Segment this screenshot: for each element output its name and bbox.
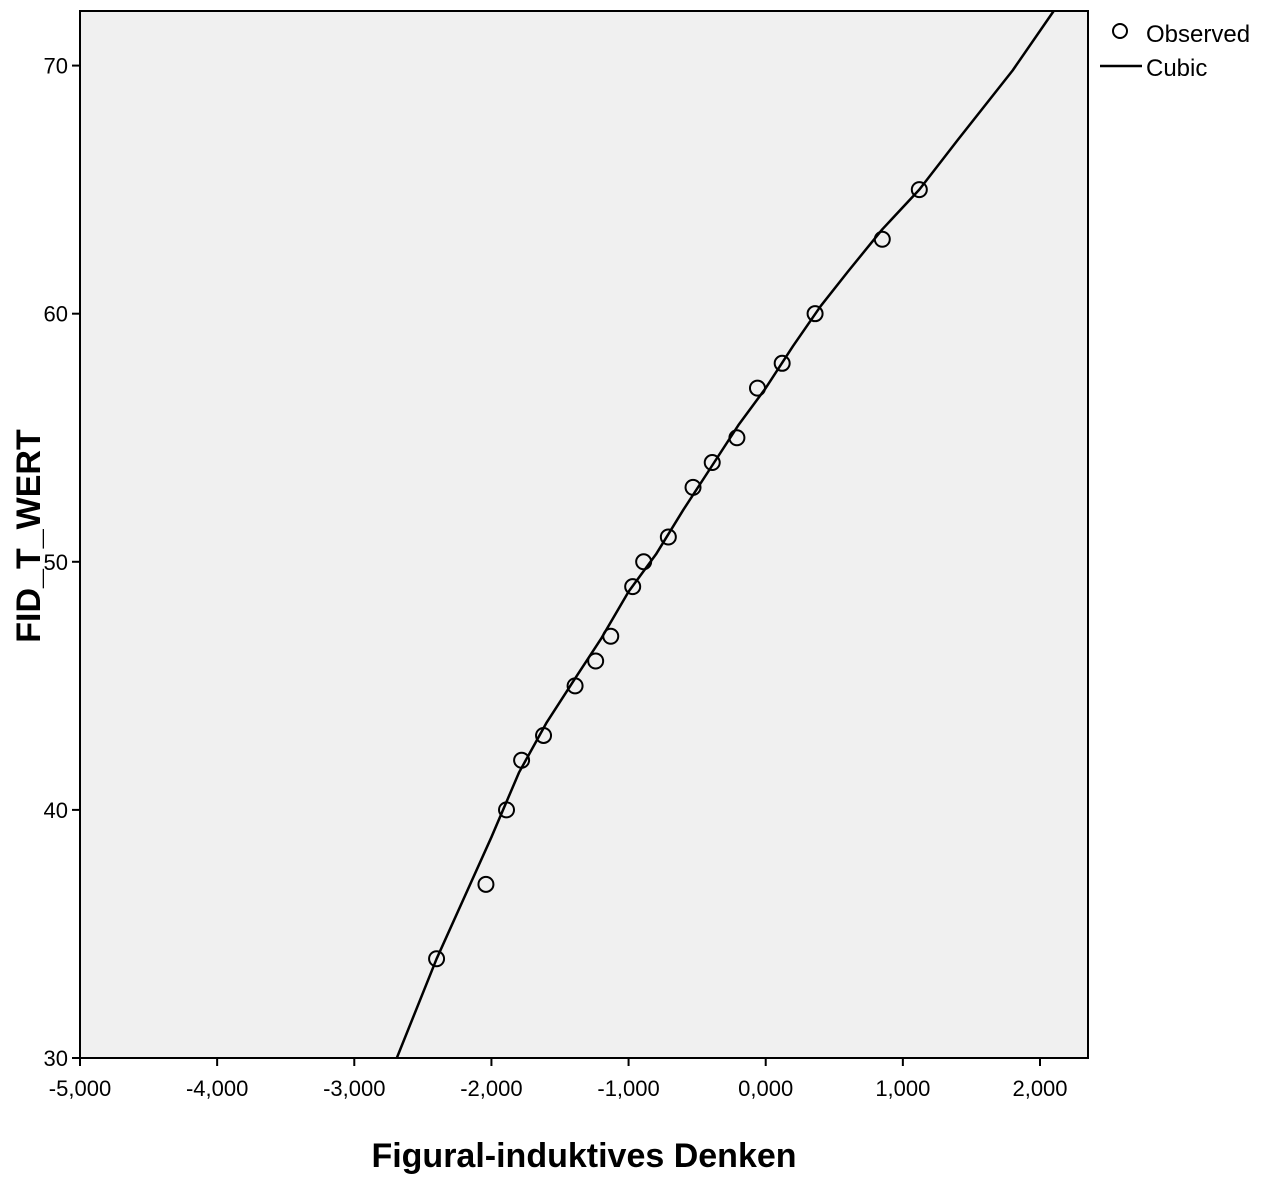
x-tick-label: -2,000 — [460, 1076, 522, 1101]
observed-point — [748, 379, 766, 397]
observed-point — [535, 726, 553, 744]
x-tick-label: -4,000 — [186, 1076, 248, 1101]
observed-point — [728, 429, 746, 447]
legend-observed-label: Observed — [1146, 21, 1250, 48]
x-axis-ticks: -5,000 -4,000 -3,000 -2,000 -1,000 0,000 1,000… — [49, 1058, 1068, 1101]
y-tick-label: 40 — [44, 798, 68, 823]
y-axis-ticks: 30 40 50 60 70 — [44, 54, 80, 1071]
observed-point — [477, 875, 495, 893]
x-axis-title: Figural-induktives Denken — [371, 1137, 796, 1175]
observed-point — [703, 454, 721, 472]
observed-point — [873, 230, 891, 248]
points-layer — [428, 181, 928, 968]
x-tick-label: 2,000 — [1012, 1076, 1067, 1101]
observed-point — [566, 677, 584, 695]
y-tick-label: 60 — [44, 302, 68, 327]
legend-cubic-label: Cubic — [1146, 55, 1207, 82]
observed-point — [587, 652, 605, 670]
observed-point — [624, 578, 642, 596]
legend: Observed Cubic — [1100, 21, 1250, 82]
x-tick-label: 0,000 — [738, 1076, 793, 1101]
plot-area — [79, 10, 1089, 1059]
y-tick-label: 30 — [44, 1046, 68, 1071]
observed-point — [513, 751, 531, 769]
observed-point — [635, 553, 653, 571]
y-axis-title: FID_T_WERT — [10, 429, 48, 643]
observed-point — [806, 305, 824, 323]
y-tick-label: 50 — [44, 550, 68, 575]
x-tick-label: -5,000 — [49, 1076, 111, 1101]
observed-point — [684, 478, 702, 496]
observed-point — [659, 528, 677, 546]
observed-point — [910, 181, 928, 199]
x-tick-label: -3,000 — [323, 1076, 385, 1101]
observed-point — [602, 627, 620, 645]
x-tick-label: 1,000 — [875, 1076, 930, 1101]
observed-point — [773, 354, 791, 372]
y-tick-label: 70 — [44, 54, 68, 79]
observed-point — [428, 950, 446, 968]
legend-observed-marker — [1112, 23, 1128, 39]
x-tick-label: -1,000 — [597, 1076, 659, 1101]
observed-point — [498, 801, 516, 819]
